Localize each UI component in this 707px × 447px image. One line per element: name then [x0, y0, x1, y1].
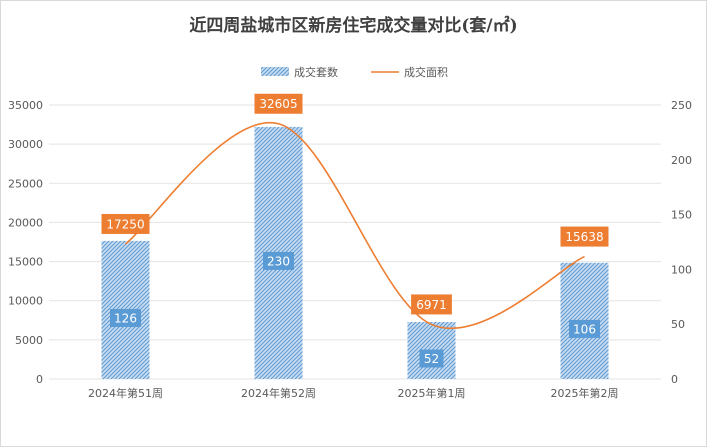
- bar-data-label: 126: [114, 311, 137, 325]
- right-axis-tick-label: 0: [671, 373, 678, 386]
- bar-data-label-box: [569, 319, 600, 338]
- left-axis-tick-label: 10000: [8, 295, 43, 308]
- x-axis-tick-label: 2025年第2周: [551, 386, 619, 400]
- legend-item-line: 成交面积: [404, 65, 448, 79]
- left-axis-tick-label: 20000: [8, 216, 43, 229]
- right-axis-tick-label: 100: [671, 263, 692, 276]
- bar-data-label: 52: [424, 352, 439, 366]
- line-series: [125, 121, 585, 330]
- bar-data-label: 230: [267, 254, 290, 268]
- bar-data-label-box: [110, 308, 141, 327]
- left-axis-tick-label: 35000: [8, 99, 43, 112]
- line-data-label-box: [560, 226, 609, 247]
- right-axis-tick-label: 200: [671, 154, 692, 167]
- line-data-label-box: [254, 93, 303, 114]
- chart-title: 近四周盐城市区新房住宅成交量对比(套/㎡): [189, 16, 518, 36]
- left-axis-tick-label: 25000: [8, 177, 43, 190]
- line-data-label: 32605: [259, 97, 297, 111]
- legend-item-bar: 成交套数: [294, 65, 338, 79]
- x-axis-tick-label: 2024年第51周: [88, 386, 163, 400]
- right-axis-tick-label: 150: [671, 209, 692, 222]
- bar-data-label: 106: [573, 322, 596, 336]
- left-axis-tick-label: 15000: [8, 256, 43, 269]
- x-axis-tick-label: 2024年第52周: [241, 386, 316, 400]
- right-axis-tick-label: 250: [671, 99, 692, 112]
- x-axis-tick-label: 2025年第1周: [398, 386, 466, 400]
- bar-data-label-box: [419, 349, 444, 368]
- right-axis-tick-label: 50: [671, 318, 685, 331]
- left-axis-tick-label: 0: [36, 373, 43, 386]
- line-data-label: 17250: [106, 217, 144, 231]
- bar-data-label-box: [263, 251, 294, 270]
- line-data-label-box: [411, 294, 452, 315]
- line-data-label: 6971: [416, 298, 447, 312]
- legend-bar-swatch: [261, 67, 289, 76]
- left-axis-tick-label: 30000: [8, 138, 43, 151]
- line-data-label: 15638: [565, 230, 603, 244]
- line-data-label-box: [101, 213, 150, 234]
- left-axis-tick-label: 5000: [15, 334, 43, 347]
